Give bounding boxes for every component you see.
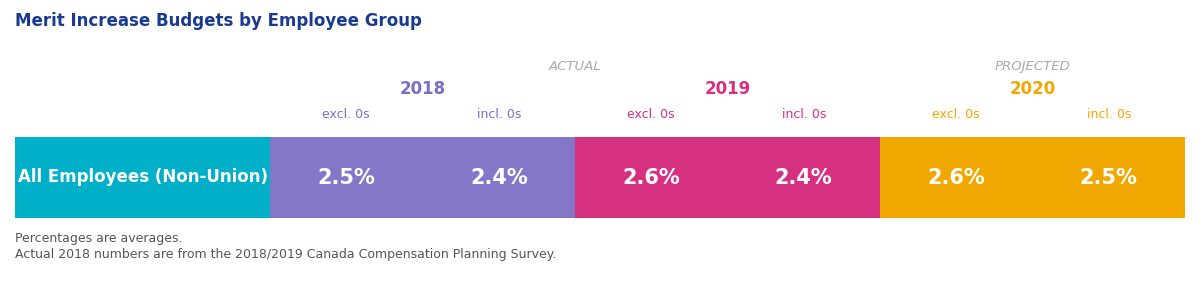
Text: 2020: 2020 bbox=[1009, 80, 1056, 98]
Text: All Employees (Non-Union): All Employees (Non-Union) bbox=[18, 169, 268, 187]
Bar bbox=[575, 137, 727, 218]
Bar bbox=[880, 137, 1032, 218]
Text: incl. 0s: incl. 0s bbox=[476, 108, 521, 121]
Text: ACTUAL: ACTUAL bbox=[548, 60, 601, 73]
Text: 2.6%: 2.6% bbox=[623, 167, 680, 187]
Text: Actual 2018 numbers are from the 2018/2019 Canada Compensation Planning Survey.: Actual 2018 numbers are from the 2018/20… bbox=[14, 248, 557, 261]
Text: 2.4%: 2.4% bbox=[470, 167, 528, 187]
Bar bbox=[422, 137, 575, 218]
Text: PROJECTED: PROJECTED bbox=[995, 60, 1070, 73]
Text: Merit Increase Budgets by Employee Group: Merit Increase Budgets by Employee Group bbox=[14, 12, 422, 30]
Text: 2.5%: 2.5% bbox=[317, 167, 376, 187]
Bar bbox=[14, 137, 270, 218]
Text: 2.4%: 2.4% bbox=[775, 167, 833, 187]
Text: 2.5%: 2.5% bbox=[1080, 167, 1138, 187]
Text: excl. 0s: excl. 0s bbox=[932, 108, 980, 121]
Bar bbox=[270, 137, 422, 218]
Bar bbox=[1032, 137, 1186, 218]
Text: excl. 0s: excl. 0s bbox=[323, 108, 370, 121]
Text: 2018: 2018 bbox=[400, 80, 445, 98]
Text: 2019: 2019 bbox=[704, 80, 751, 98]
Text: incl. 0s: incl. 0s bbox=[781, 108, 826, 121]
Text: excl. 0s: excl. 0s bbox=[628, 108, 676, 121]
Text: 2.6%: 2.6% bbox=[928, 167, 985, 187]
Text: Percentages are averages.: Percentages are averages. bbox=[14, 232, 182, 245]
Text: incl. 0s: incl. 0s bbox=[1086, 108, 1130, 121]
Bar bbox=[727, 137, 880, 218]
